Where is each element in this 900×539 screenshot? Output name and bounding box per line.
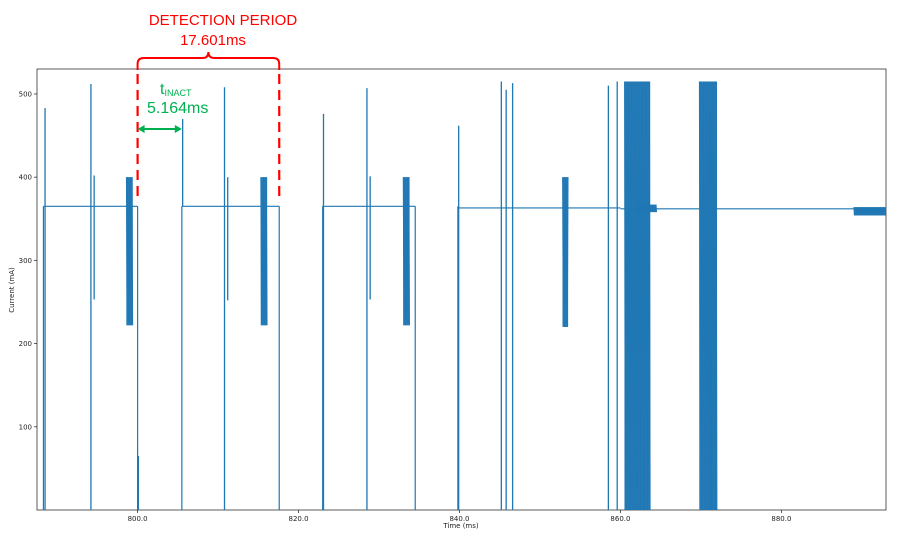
x-tick-label: 880.0 (771, 515, 791, 523)
y-axis-label: Current (mA) (8, 267, 16, 313)
burst-trace (853, 207, 887, 216)
x-axis: 800.0 820.0 840.0 860.0 880.0 (128, 510, 791, 523)
burst-trace (125, 177, 134, 326)
tinact-arrowhead-right (174, 125, 182, 133)
detection-period-bracket (136, 51, 281, 70)
tinact-sub: INACT (164, 88, 192, 98)
burst (624, 81, 651, 511)
burst-trace (698, 81, 718, 511)
x-tick-label: 840.0 (449, 515, 469, 523)
burst-trace (562, 177, 569, 327)
small-burst (636, 204, 658, 213)
y-tick-label: 200 (19, 340, 32, 348)
y-axis: 100 200 300 400 500 (19, 90, 37, 431)
plot-area (36, 68, 887, 511)
x-axis-label: Time (ms) (442, 522, 479, 530)
burst (853, 207, 887, 216)
y-tick-label: 300 (19, 257, 32, 265)
burst-trace (624, 81, 651, 511)
series-layer (42, 81, 887, 511)
detection-period-value: 17.601ms (180, 32, 246, 49)
burst-trace (636, 204, 658, 213)
x-tick-label: 820.0 (289, 515, 309, 523)
x-tick-label: 860.0 (610, 515, 630, 523)
x-tick-label: 800.0 (128, 515, 148, 523)
y-tick-label: 500 (19, 90, 32, 98)
burst-trace (402, 177, 410, 326)
tinact-arrowhead-left (137, 125, 145, 133)
tinact-main: t (160, 81, 165, 98)
burst (562, 177, 569, 327)
tinact-value: 5.164ms (147, 100, 208, 117)
detection-period-title: DETECTION PERIOD (149, 12, 298, 29)
burst (402, 177, 410, 326)
y-tick-label: 400 (19, 174, 32, 182)
tinact-label: tINACT (160, 81, 192, 98)
y-tick-label: 100 (19, 423, 32, 431)
annotation-layer: DETECTION PERIOD 17.601ms tINACT 5.164ms (136, 12, 298, 203)
burst (698, 81, 718, 511)
burst (125, 177, 134, 326)
burst-trace (260, 177, 268, 326)
burst (260, 177, 268, 326)
